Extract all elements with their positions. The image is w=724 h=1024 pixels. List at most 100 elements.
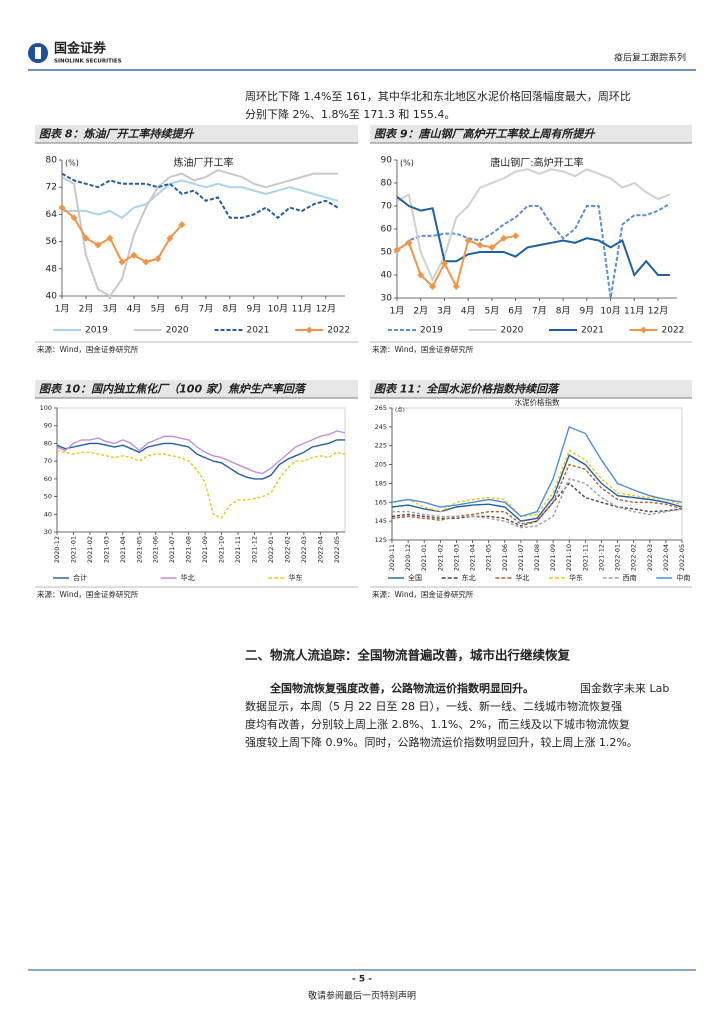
legend-label: 2019 — [85, 326, 108, 336]
caption-bar — [370, 380, 692, 398]
x-tick-label: 2021-11 — [234, 536, 242, 563]
legend-label: 2020 — [501, 326, 524, 336]
x-tick-label: 4月 — [127, 304, 142, 315]
data-point — [393, 246, 401, 254]
legend-label: 全国 — [408, 573, 422, 582]
y-tick-label: 60 — [381, 225, 393, 235]
series-title: 疫后复工跟踪系列 — [614, 52, 686, 64]
x-tick-label: 2021-04 — [469, 544, 477, 571]
data-point — [500, 234, 508, 242]
x-tick-label: 2022-05 — [333, 536, 341, 563]
x-tick-label: 4月 — [461, 306, 476, 317]
section-lead: 全国物流恢复强度改善，公路物流运价指数明显回升。 — [269, 681, 534, 695]
x-tick-label: 9月 — [579, 306, 594, 317]
y-tick-label: 70 — [381, 202, 393, 212]
legend-label: 华北 — [515, 573, 529, 582]
y-tick-label: 40 — [44, 510, 52, 518]
x-tick-label: 2月 — [79, 304, 94, 315]
data-point — [58, 204, 66, 212]
x-tick-label: 2021-02 — [436, 544, 444, 571]
legend-label: 2021 — [247, 326, 270, 336]
y-tick-label: 80 — [44, 439, 52, 447]
intro-line: 周环比下降 1.4%至 161，其中华北和东北地区水泥价格回落幅度最大，周环比 — [245, 89, 631, 103]
legend-label: 华东 — [288, 573, 302, 582]
series-line — [391, 449, 683, 518]
x-tick-label: 5月 — [485, 306, 500, 317]
data-point — [452, 283, 460, 290]
section-line: 数据显示，本周（5 月 22 日至 28 日），一线、新一线、二线城市物流恢复强 — [245, 699, 622, 713]
y-tick-label: 80 — [46, 156, 58, 166]
x-tick-label: 2021-06 — [152, 536, 160, 563]
data-point — [130, 251, 138, 259]
x-tick-label: 2021-08 — [185, 536, 193, 563]
y-tick-label: 70 — [44, 457, 52, 465]
x-tick-label: 2022-03 — [646, 544, 654, 571]
data-point — [82, 234, 90, 242]
series-line — [56, 439, 345, 480]
y-tick-label: 100 — [40, 404, 52, 412]
x-tick-label: 8月 — [556, 306, 571, 317]
x-tick-label: 12月 — [648, 306, 668, 317]
y-tick-label: 125 — [375, 536, 387, 544]
y-tick-label: 30 — [44, 528, 52, 536]
x-tick-label: 2022-02 — [283, 536, 291, 563]
data-point — [106, 234, 114, 242]
y-tick-label: 205 — [375, 461, 387, 469]
data-point — [488, 243, 496, 251]
x-tick-label: 2021-04 — [119, 536, 127, 563]
chart-title: 唐山钢厂:高炉开工率 — [490, 156, 583, 169]
x-tick-label: 2021-01 — [69, 536, 77, 563]
disclaimer: 敬请参阅最后一页特别声明 — [308, 990, 416, 1002]
series-line — [62, 179, 339, 220]
legend-label: 东北 — [462, 573, 476, 582]
x-tick-label: 2021-05 — [485, 544, 493, 571]
chart-title: 炼油厂开工率 — [174, 156, 234, 169]
data-point — [417, 271, 425, 279]
y-tick-label: 245 — [375, 423, 387, 431]
logo-icon — [35, 47, 41, 59]
page-number: - 5 - — [352, 975, 372, 985]
caption-bar — [35, 380, 358, 398]
series-line — [391, 463, 683, 525]
figure-source: 来源：Wind，国金证券研究所 — [37, 589, 139, 599]
chart-title: 水泥价格指数 — [515, 397, 560, 407]
section-heading: 二、物流人流追踪：全国物流普遍改善，城市出行继续恢复 — [245, 648, 571, 663]
data-point — [476, 241, 484, 249]
x-tick-label: 2021-12 — [250, 536, 258, 563]
unit-label: (%) — [400, 159, 414, 168]
x-tick-label: 8月 — [223, 304, 238, 315]
y-tick-label: 145 — [375, 517, 387, 525]
x-tick-label: 2022-02 — [630, 544, 638, 571]
intro-line: 分别下降 2%、1.8%至 171.3 和 155.4。 — [245, 107, 455, 121]
y-tick-label: 30 — [381, 294, 393, 304]
x-tick-label: 2022-04 — [662, 544, 670, 571]
logo-en: SINOLINK SECURITIES — [54, 59, 122, 65]
series-line — [396, 202, 671, 299]
x-tick-label: 11月 — [292, 304, 312, 315]
y-tick-label: 72 — [46, 183, 57, 193]
figure-caption: 图表 10：国内独立焦化厂（100 家）焦炉生产率回落 — [39, 383, 307, 396]
x-tick-label: 2021-06 — [501, 544, 509, 571]
y-tick-label: 48 — [46, 264, 58, 274]
x-tick-label: 2021-01 — [420, 544, 428, 571]
y-tick-label: 56 — [46, 237, 58, 247]
x-tick-label: 2021-05 — [135, 536, 143, 563]
figure-source: 来源：Wind，国金证券研究所 — [372, 589, 474, 599]
series-line — [391, 425, 683, 518]
legend-label: 2019 — [420, 326, 443, 336]
legend-label: 2021 — [581, 326, 604, 336]
x-tick-label: 2020-12 — [404, 544, 412, 571]
x-tick-label: 1月 — [390, 306, 405, 317]
legend-label: 中南 — [676, 573, 690, 582]
figure-caption: 图表 11：全国水泥价格指数持续回落 — [374, 383, 560, 396]
x-tick-label: 2020-11 — [388, 544, 396, 571]
legend-swatch — [305, 326, 313, 334]
x-tick-label: 6月 — [508, 306, 523, 317]
x-tick-label: 7月 — [199, 304, 214, 315]
data-point — [118, 258, 126, 266]
section-line: 强度较上周下降 0.9%。同时，公路物流运价指数明显回升，较上周上涨 1.2%。 — [245, 735, 638, 749]
y-tick-label: 50 — [381, 248, 393, 258]
x-tick-label: 3月 — [437, 306, 452, 317]
legend-label: 2022 — [662, 326, 685, 336]
x-tick-label: 3月 — [103, 304, 118, 315]
